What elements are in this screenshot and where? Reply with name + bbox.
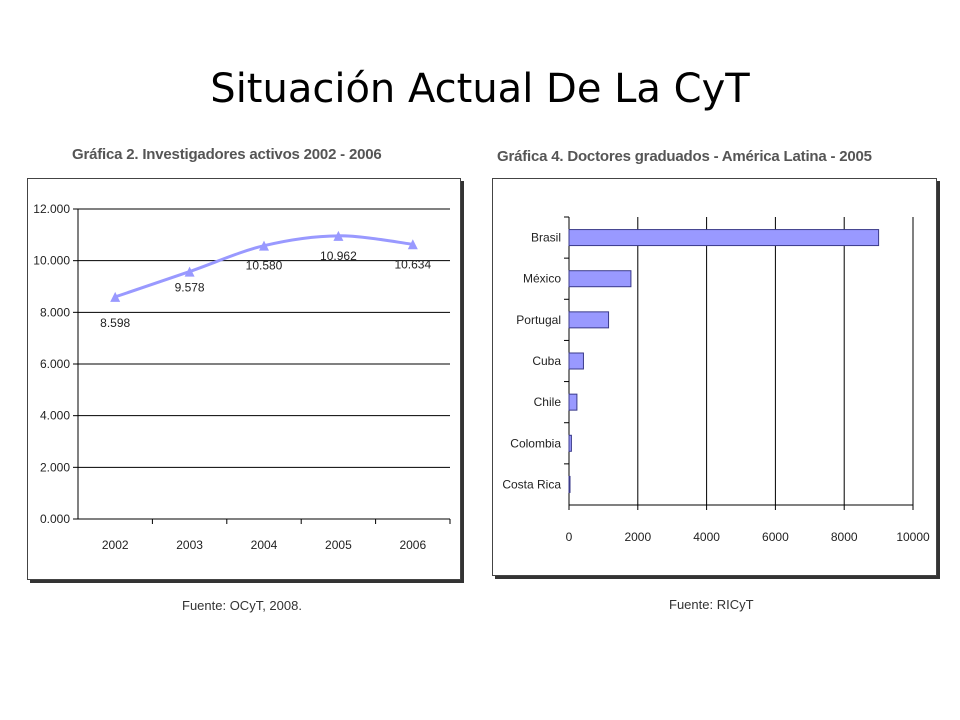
data-point-marker (259, 240, 269, 251)
y-tick-label: 12.000 (33, 202, 70, 216)
bar-chart-source: Fuente: RICyT (669, 597, 754, 612)
bar (568, 352, 584, 370)
data-label: 9.578 (175, 281, 205, 295)
bar-chart-title: Gráfica 4. Doctores graduados - América … (497, 148, 872, 165)
line-chart-frame: 0.000 2.000 4.000 6.000 8.000 10.000 12.000 200… (27, 178, 461, 580)
y-tick-label: 4.000 (40, 409, 70, 423)
y-tick-label: 0.000 (40, 512, 70, 526)
category-label: Cuba (532, 354, 561, 368)
x-tick-label: 2004 (251, 538, 278, 552)
bar (568, 311, 610, 329)
x-tick-label: 2003 (176, 538, 203, 552)
bar-chart: 0 2000 4000 6000 8000 10000 Brasil México Portug… (502, 216, 930, 544)
bar (568, 229, 880, 247)
data-point-marker (407, 239, 418, 250)
category-label: Chile (534, 395, 562, 409)
data-point-marker (110, 291, 121, 302)
bar (568, 393, 578, 411)
slide-title: Situación Actual De La CyT (210, 66, 750, 112)
category-label: Colombia (510, 436, 561, 450)
x-tick-label: 2000 (624, 530, 651, 544)
bar-chart-frame: 0 2000 4000 6000 8000 10000 Brasil México Portug… (492, 178, 937, 576)
line-chart-title: Gráfica 2. Investigadores activos 2002 -… (72, 146, 382, 163)
data-label: 8.598 (100, 316, 130, 330)
x-tick-label: 2006 (399, 538, 426, 552)
category-label: México (523, 272, 561, 286)
line-chart-source: Fuente: OCyT, 2008. (182, 598, 302, 613)
y-tick-label: 2.000 (40, 460, 70, 474)
category-label: Portugal (516, 313, 561, 327)
category-label: Brasil (531, 231, 561, 245)
x-tick-label: 10000 (896, 530, 930, 544)
data-label: 10.962 (320, 249, 357, 263)
bar (568, 434, 572, 452)
bar (568, 475, 571, 493)
x-tick-label: 2002 (102, 538, 129, 552)
x-tick-label: 2005 (325, 538, 352, 552)
data-label: 10.580 (246, 259, 283, 273)
x-tick-label: 4000 (693, 530, 720, 544)
x-tick-label: 0 (566, 530, 573, 544)
data-point-marker (333, 230, 344, 241)
y-tick-label: 6.000 (40, 357, 70, 371)
y-tick-label: 8.000 (40, 305, 70, 319)
y-tick-label: 10.000 (33, 254, 70, 268)
x-tick-label: 8000 (831, 530, 858, 544)
category-label: Costa Rica (502, 477, 561, 491)
data-label: 10.634 (394, 257, 431, 271)
data-point-marker (184, 266, 195, 277)
line-chart: 0.000 2.000 4.000 6.000 8.000 10.000 12.000 200… (33, 202, 451, 552)
bar (568, 270, 632, 288)
x-tick-label: 6000 (762, 530, 789, 544)
